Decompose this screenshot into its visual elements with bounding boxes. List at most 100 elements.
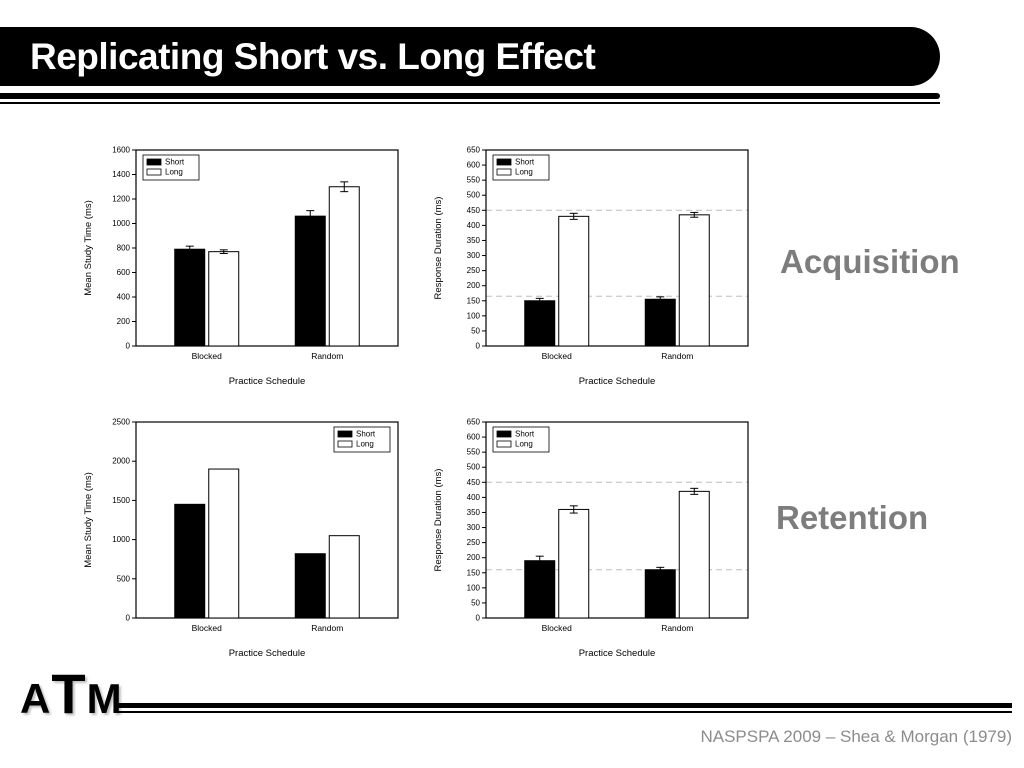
bar-short-random	[644, 298, 676, 347]
y-axis-label: Response Duration (ms)	[433, 197, 444, 300]
y-tick-label: 550	[467, 176, 481, 185]
legend-swatch-short	[337, 430, 353, 438]
y-tick-label: 100	[467, 583, 481, 592]
y-tick-label: 600	[467, 433, 481, 442]
legend-label-short: Short	[356, 430, 376, 439]
bar-short-blocked	[174, 503, 206, 619]
legend-label-long: Long	[515, 440, 533, 449]
x-category-label: Blocked	[542, 351, 573, 361]
bar-short-blocked	[174, 248, 206, 347]
y-axis-label: Mean Study Time (ms)	[83, 200, 94, 296]
y-tick-label: 0	[126, 614, 131, 623]
y-tick-label: 100	[467, 311, 481, 320]
x-axis-label: Practice Schedule	[229, 376, 306, 387]
bar-long-random	[678, 490, 710, 619]
y-tick-label: 2500	[112, 418, 130, 427]
x-category-label: Blocked	[192, 623, 223, 633]
logo-letter-t: T	[51, 662, 86, 725]
title-underline-thick	[0, 93, 940, 99]
y-tick-label: 1500	[112, 496, 130, 505]
x-axis-label: Practice Schedule	[229, 648, 306, 659]
y-tick-label: 200	[467, 281, 481, 290]
legend-swatch-short	[146, 158, 162, 166]
x-category-label: Blocked	[192, 351, 223, 361]
x-axis-label: Practice Schedule	[579, 648, 656, 659]
y-tick-label: 550	[467, 448, 481, 457]
bar-short-random	[294, 215, 326, 347]
y-tick-label: 1000	[112, 535, 130, 544]
y-tick-label: 500	[117, 574, 131, 583]
plot-frame	[135, 421, 399, 619]
y-tick-label: 600	[117, 268, 131, 277]
legend-label-long: Long	[165, 168, 183, 177]
y-tick-label: 500	[467, 463, 481, 472]
slide-title: Replicating Short vs. Long Effect	[30, 35, 596, 77]
x-category-label: Random	[661, 623, 693, 633]
y-tick-label: 600	[467, 161, 481, 170]
y-axis-label: Mean Study Time (ms)	[83, 472, 94, 568]
y-tick-label: 400	[117, 293, 131, 302]
y-tick-label: 400	[467, 493, 481, 502]
y-tick-label: 2000	[112, 457, 130, 466]
legend-label-short: Short	[515, 158, 535, 167]
bar-short-random	[644, 569, 676, 619]
legend-swatch-long	[146, 168, 162, 176]
chart-acquisition-mean-study-time: 0 200 400 600 800 1000 1200 1400 1600 Blocked Rand…	[78, 138, 408, 390]
legend-box	[142, 154, 200, 181]
y-tick-label: 50	[471, 326, 480, 335]
x-category-label: Random	[311, 623, 343, 633]
y-tick-label: 150	[467, 568, 481, 577]
chart-acquisition-response-duration: 0 50 100 150 200 250 300 350 400 450 500 550 600 650 B…	[428, 138, 758, 390]
y-tick-label: 450	[467, 478, 481, 487]
bar-long-random	[328, 186, 360, 347]
x-category-label: Blocked	[542, 623, 573, 633]
legend-swatch-long	[337, 440, 353, 448]
bar-long-blocked	[558, 508, 590, 619]
x-category-label: Random	[661, 351, 693, 361]
bar-short-random	[294, 553, 326, 619]
atm-logo: A T M	[20, 666, 122, 722]
y-tick-label: 450	[467, 206, 481, 215]
y-tick-label: 250	[467, 266, 481, 275]
legend-swatch-short	[496, 430, 512, 438]
y-tick-label: 1200	[112, 195, 130, 204]
x-category-label: Random	[311, 351, 343, 361]
y-tick-label: 150	[467, 296, 481, 305]
logo-letter-a: A	[20, 675, 51, 722]
section-label-acquisition: Acquisition	[780, 243, 960, 280]
y-tick-label: 1600	[112, 146, 130, 155]
y-tick-label: 300	[467, 523, 481, 532]
y-tick-label: 200	[117, 317, 131, 326]
legend-swatch-long	[496, 168, 512, 176]
bar-long-blocked	[208, 468, 240, 619]
legend-swatch-long	[496, 440, 512, 448]
legend-label-short: Short	[165, 158, 185, 167]
bar-long-random	[328, 535, 360, 619]
footer-credit: NASPSPA 2009 – Shea & Morgan (1979)	[700, 727, 1012, 746]
bar-long-blocked	[558, 215, 590, 347]
y-tick-label: 0	[476, 614, 481, 623]
title-bar: Replicating Short vs. Long Effect	[0, 27, 940, 86]
y-tick-label: 300	[467, 251, 481, 260]
bar-short-blocked	[524, 560, 556, 619]
y-tick-label: 350	[467, 236, 481, 245]
y-tick-label: 0	[476, 342, 481, 351]
x-axis-label: Practice Schedule	[579, 376, 656, 387]
y-axis-label: Response Duration (ms)	[433, 469, 444, 572]
plot-frame	[485, 149, 749, 347]
legend-label-short: Short	[515, 430, 535, 439]
y-tick-label: 200	[467, 553, 481, 562]
y-tick-label: 1000	[112, 219, 130, 228]
bar-short-blocked	[524, 300, 556, 347]
legend-label-long: Long	[356, 440, 374, 449]
legend-label-long: Long	[515, 168, 533, 177]
y-tick-label: 800	[117, 244, 131, 253]
bar-long-blocked	[208, 251, 240, 347]
y-tick-label: 500	[467, 191, 481, 200]
y-tick-label: 650	[467, 418, 481, 427]
y-tick-label: 1400	[112, 170, 130, 179]
plot-frame	[485, 421, 749, 619]
footer-rule-thick	[118, 703, 1012, 708]
footer-rule-thin	[118, 711, 1012, 713]
y-tick-label: 350	[467, 508, 481, 517]
